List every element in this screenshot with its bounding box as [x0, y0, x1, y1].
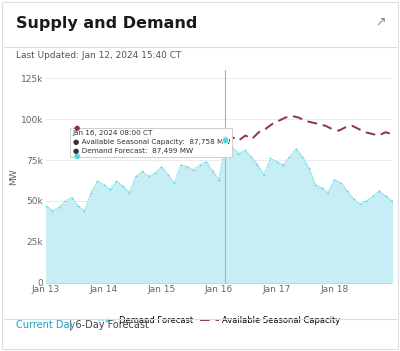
- Text: Jan 16, 2024 08:00 CT
● Available Seasonal Capacity:  87,758 MW
● Demand Forecas: Jan 16, 2024 08:00 CT ● Available Season…: [72, 130, 230, 154]
- Text: | 6-Day Forecast: | 6-Day Forecast: [66, 319, 149, 330]
- Text: ●: ●: [73, 125, 80, 131]
- Text: Current Day: Current Day: [16, 320, 75, 330]
- Y-axis label: MW: MW: [9, 168, 18, 185]
- Text: Supply and Demand: Supply and Demand: [16, 16, 197, 31]
- Legend: Demand Forecast, Available Seasonal Capacity: Demand Forecast, Available Seasonal Capa…: [94, 313, 344, 328]
- Text: ●: ●: [73, 153, 80, 159]
- Text: Last Updated: Jan 12, 2024 15:40 CT: Last Updated: Jan 12, 2024 15:40 CT: [16, 51, 181, 60]
- Text: ↗: ↗: [376, 16, 386, 29]
